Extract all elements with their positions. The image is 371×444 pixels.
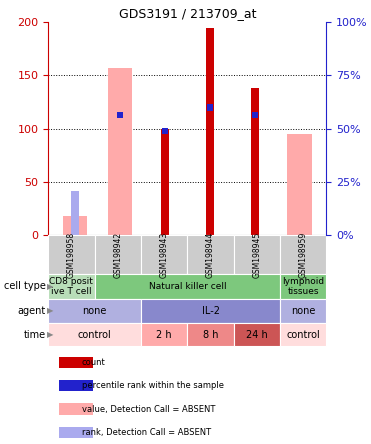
Bar xyxy=(251,88,259,235)
Bar xyxy=(63,216,88,235)
Bar xyxy=(234,235,280,274)
Bar xyxy=(48,298,141,323)
Text: GSM198943: GSM198943 xyxy=(160,232,169,278)
Text: Natural killer cell: Natural killer cell xyxy=(148,282,226,291)
Bar xyxy=(59,357,93,368)
Bar xyxy=(108,68,132,235)
Text: rank, Detection Call = ABSENT: rank, Detection Call = ABSENT xyxy=(82,428,211,437)
Bar xyxy=(206,28,214,235)
Text: 24 h: 24 h xyxy=(246,329,268,340)
Text: lymphoid
tissues: lymphoid tissues xyxy=(282,277,324,296)
Text: GSM198959: GSM198959 xyxy=(299,232,308,278)
Text: ▶: ▶ xyxy=(47,282,54,291)
Text: cell type: cell type xyxy=(4,281,46,291)
Bar xyxy=(95,235,141,274)
Bar xyxy=(280,274,326,298)
Bar xyxy=(252,112,258,118)
Text: CD8 posit
ive T cell: CD8 posit ive T cell xyxy=(49,277,93,296)
Bar xyxy=(48,323,141,346)
Text: percentile rank within the sample: percentile rank within the sample xyxy=(82,381,224,390)
Bar xyxy=(187,323,234,346)
Bar xyxy=(59,404,93,415)
Bar xyxy=(117,112,123,118)
Bar xyxy=(71,190,79,235)
Text: none: none xyxy=(82,306,107,316)
Bar xyxy=(162,128,168,134)
Bar xyxy=(280,323,326,346)
Bar xyxy=(95,274,280,298)
Text: GSM198945: GSM198945 xyxy=(252,232,262,278)
Bar xyxy=(48,235,95,274)
Bar xyxy=(187,235,234,274)
Bar xyxy=(161,129,169,235)
Bar xyxy=(287,134,312,235)
Text: control: control xyxy=(286,329,320,340)
Bar xyxy=(280,298,326,323)
Bar xyxy=(141,323,187,346)
Text: none: none xyxy=(291,306,315,316)
Bar xyxy=(280,235,326,274)
Bar xyxy=(207,104,213,111)
Title: GDS3191 / 213709_at: GDS3191 / 213709_at xyxy=(119,7,256,20)
Text: GSM198958: GSM198958 xyxy=(67,232,76,278)
Bar xyxy=(141,235,187,274)
Text: ▶: ▶ xyxy=(47,306,54,315)
Text: IL-2: IL-2 xyxy=(201,306,220,316)
Bar xyxy=(234,323,280,346)
Text: time: time xyxy=(24,329,46,340)
Bar xyxy=(59,380,93,391)
Text: ▶: ▶ xyxy=(47,330,54,339)
Bar xyxy=(48,274,95,298)
Text: count: count xyxy=(82,358,105,367)
Text: GSM198942: GSM198942 xyxy=(113,232,122,278)
Text: value, Detection Call = ABSENT: value, Detection Call = ABSENT xyxy=(82,404,215,413)
Text: control: control xyxy=(78,329,111,340)
Text: 2 h: 2 h xyxy=(156,329,172,340)
Text: agent: agent xyxy=(18,306,46,316)
Text: 8 h: 8 h xyxy=(203,329,218,340)
Bar xyxy=(59,427,93,438)
Bar xyxy=(141,298,280,323)
Text: GSM198944: GSM198944 xyxy=(206,232,215,278)
